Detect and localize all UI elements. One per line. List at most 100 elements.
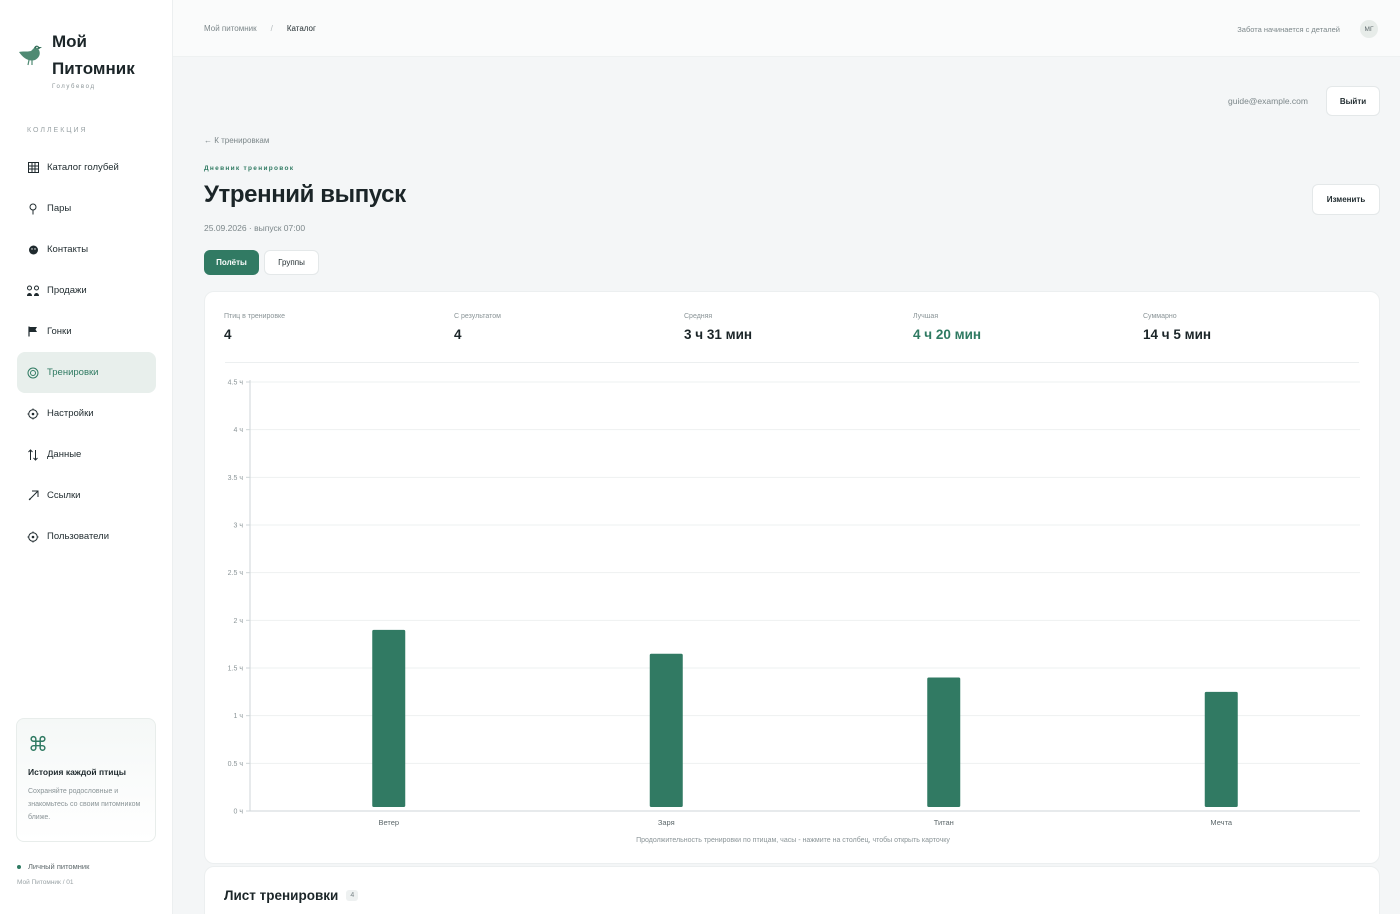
bar[interactable] — [927, 677, 961, 807]
y-tick-label: 2 ч — [234, 618, 244, 625]
stat-average: Средняя 3 ч 31 мин — [684, 313, 752, 342]
page-subtitle: 25.09.2026 · выпуск 07:00 — [204, 223, 306, 233]
y-tick-label: 4.5 ч — [228, 380, 244, 387]
stat-label: Средняя — [684, 313, 713, 320]
sidebar-item-label: Продажи — [47, 285, 87, 296]
promo-text: Сохраняйте родословные и знакомьтесь со … — [28, 788, 141, 821]
sidebar-item-contacts[interactable]: Контакты — [17, 229, 156, 270]
chart-caption: Продолжительность тренировки по птицам, … — [636, 837, 950, 844]
sidebar-item-label: Данные — [47, 449, 82, 460]
y-tick-label: 1 ч — [234, 713, 244, 720]
brand-title: Мой Питомник — [52, 32, 135, 78]
edit-button[interactable]: Изменить — [1312, 184, 1380, 215]
training-chart-card: Птиц в тренировке 4 С результатом 4 Сред… — [204, 291, 1380, 864]
y-tick-label: 0 ч — [234, 809, 244, 816]
sidebar-item-data[interactable]: Данные — [17, 434, 156, 475]
sidebar-item-pairs[interactable]: Пары — [17, 188, 156, 229]
sort-arrows-icon — [26, 448, 40, 462]
contact-icon — [26, 243, 40, 257]
promo-title: История каждой птицы — [28, 767, 127, 777]
y-tick-label: 0.5 ч — [228, 761, 244, 768]
count-badge: 4 — [346, 890, 359, 901]
sidebar-item-races[interactable]: Гонки — [17, 311, 156, 352]
sidebar-item-sales[interactable]: Продажи — [17, 270, 156, 311]
stat-label: С результатом — [454, 313, 501, 320]
breadcrumb-separator: / — [270, 24, 273, 33]
stat-value: 4 ч 20 мин — [913, 327, 982, 342]
grid-icon — [26, 161, 40, 175]
sidebar-item-label: Контакты — [47, 244, 89, 255]
x-tick-label: Заря — [658, 818, 675, 827]
stat-label: Птиц в тренировке — [224, 313, 286, 320]
training-sheet-card: Лист тренировки 4 — [204, 866, 1380, 914]
gear-icon — [26, 407, 40, 421]
sidebar-item-label: Настройки — [47, 408, 94, 419]
stat-best: Лучшая 4 ч 20 мин — [913, 313, 981, 342]
page-eyebrow: Дневник тренировок — [204, 165, 295, 172]
stat-label: Суммарно — [1143, 313, 1177, 320]
status-indicator: Личный питомник — [17, 862, 89, 871]
sidebar-item-label: Гонки — [47, 326, 72, 337]
x-tick-label: Титан — [934, 818, 954, 827]
stat-label: Лучшая — [913, 313, 939, 320]
breadcrumb: Мой питомник / Каталог — [204, 24, 316, 33]
stat-value: 3 ч 31 мин — [684, 327, 753, 342]
stat-value: 4 — [454, 327, 462, 342]
sidebar-item-links[interactable]: Ссылки — [17, 475, 156, 516]
y-tick-label: 3.5 ч — [228, 475, 244, 482]
sidebar-item-users[interactable]: Пользователи — [17, 516, 156, 557]
brand[interactable]: Мой Питомник Голубевод — [17, 28, 142, 90]
stat-value: 14 ч 5 мин — [1143, 327, 1212, 342]
bar[interactable] — [1204, 691, 1238, 807]
sidebar: Мой Питомник Голубевод КОЛЛЕКЦИЯ Каталог… — [0, 0, 173, 914]
bar[interactable] — [372, 629, 406, 807]
account-email: guide@example.com — [1228, 96, 1308, 106]
stats-divider — [225, 362, 1359, 363]
x-tick-label: Ветер — [378, 818, 399, 827]
sidebar-section-label: КОЛЛЕКЦИЯ — [27, 127, 88, 134]
footer-copy: Мой Питомник / 01 — [17, 879, 74, 886]
flag-icon — [26, 325, 40, 339]
tagline: Забота начинается с деталей — [1237, 25, 1340, 34]
breadcrumb-item-current: Каталог — [286, 24, 316, 33]
sidebar-item-settings[interactable]: Настройки — [17, 393, 156, 434]
y-tick-label: 1.5 ч — [228, 666, 244, 673]
sidebar-item-catalog[interactable]: Каталог голубей — [17, 147, 156, 188]
y-tick-label: 4 ч — [234, 427, 244, 434]
sidebar-nav: Каталог голубей Пары Контакты Продажи Го… — [17, 147, 156, 557]
bar[interactable] — [649, 653, 683, 807]
page-title: Утренний выпуск — [204, 181, 406, 208]
sidebar-item-label: Ссылки — [47, 490, 81, 501]
breadcrumb-item-home[interactable]: Мой питомник — [204, 24, 257, 33]
x-tick-label: Мечта — [1210, 818, 1233, 827]
stat-value: 4 — [224, 327, 232, 342]
sidebar-item-trainings[interactable]: Тренировки — [17, 352, 156, 393]
sidebar-item-label: Пользователи — [47, 531, 110, 542]
brand-subtitle: Голубевод — [52, 84, 96, 90]
avatar[interactable]: МГ — [1360, 20, 1378, 38]
command-icon: ⌘ — [28, 734, 48, 756]
sidebar-item-label: Пары — [47, 203, 72, 214]
training-sheet-header: Лист тренировки 4 — [224, 888, 359, 903]
sidebar-item-label: Каталог голубей — [47, 162, 119, 173]
stat-total: Суммарно 14 ч 5 мин — [1143, 313, 1211, 342]
topbar: Мой питомник / Каталог Забота начинается… — [173, 0, 1400, 57]
bird-logo-icon — [19, 45, 42, 66]
sidebar-item-label: Тренировки — [47, 367, 99, 378]
target-icon — [26, 366, 40, 380]
duration-bar-chart: 0 ч 0.5 ч 1 ч 1.5 ч 2 ч 2.5 ч 3 ч 3.5 ч 4 ч 4.5 ч… — [228, 380, 1360, 827]
stat-birds: Птиц в тренировке 4 — [224, 313, 285, 342]
back-link[interactable]: ← К тренировкам — [204, 136, 270, 145]
pigeons-icon — [26, 284, 40, 298]
tab-groups[interactable]: Группы — [264, 250, 319, 275]
promo-card: ⌘ История каждой птицы Сохраняйте родосл… — [16, 718, 156, 842]
users-icon — [26, 530, 40, 544]
training-sheet-title: Лист тренировки — [224, 888, 339, 903]
pin-icon — [26, 202, 40, 216]
stat-with-result: С результатом 4 — [454, 313, 501, 342]
tab-flights[interactable]: Полёты — [204, 250, 259, 275]
link-arrow-icon — [26, 489, 40, 503]
logout-button[interactable]: Выйти — [1326, 86, 1380, 116]
y-tick-label: 3 ч — [234, 523, 244, 530]
status-text: Личный питомник — [28, 862, 90, 871]
